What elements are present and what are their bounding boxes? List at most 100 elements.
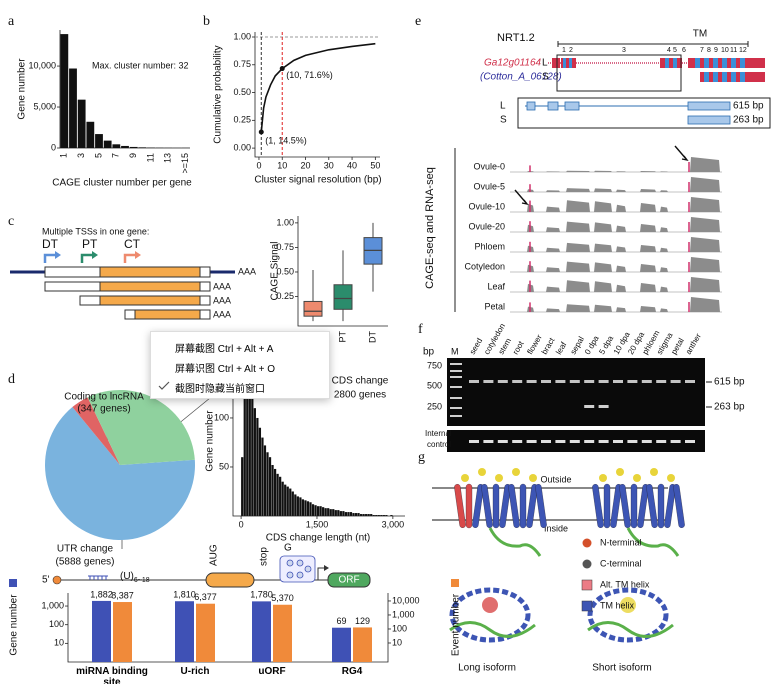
lane-label: root <box>511 339 526 356</box>
bar <box>301 499 305 516</box>
panel-label: f <box>418 322 423 337</box>
helix <box>472 484 484 528</box>
bar <box>334 510 337 516</box>
exon-number: 8 <box>707 47 711 54</box>
bar <box>175 601 194 662</box>
exon-number: 7 <box>700 47 704 54</box>
bar <box>306 501 310 516</box>
bar <box>299 497 302 516</box>
isoform-label: S <box>500 115 507 126</box>
exon-number: 9 <box>714 47 718 54</box>
bar <box>362 514 365 516</box>
axis-line <box>67 593 389 663</box>
track-label: Ovule-5 <box>473 181 505 191</box>
loop <box>495 474 503 482</box>
helix <box>657 483 665 529</box>
y-tick-label: 0.00 <box>233 142 251 152</box>
helix <box>454 484 466 528</box>
value-label: 1,810 <box>173 590 196 600</box>
control-label: Internal <box>425 429 452 438</box>
menu-item[interactable]: 屏幕识图 Ctrl + Alt + O <box>175 364 276 375</box>
bar <box>291 491 294 516</box>
loop <box>461 474 469 482</box>
bar <box>243 388 246 516</box>
top-view <box>587 587 669 643</box>
coverage <box>510 177 722 192</box>
five-prime: 5' <box>42 575 50 586</box>
bar <box>241 457 244 516</box>
band <box>584 405 595 408</box>
x-tick-label: 50 <box>370 160 380 170</box>
y-axis-title: Gene number <box>17 58 28 120</box>
helix <box>499 484 511 528</box>
x-tick-label: RG4 <box>341 666 363 677</box>
top-view-loop <box>587 621 674 638</box>
y-tick-label: 10 <box>54 638 64 648</box>
legend-label: Alt. TM helix <box>600 579 650 589</box>
gene-id: Ga12g01164 <box>484 58 542 69</box>
track-label: Ovule-10 <box>468 201 505 211</box>
loop <box>512 468 520 476</box>
bar <box>296 496 299 516</box>
helix <box>492 483 500 529</box>
legend-marker <box>581 579 593 591</box>
band <box>555 440 566 443</box>
bar <box>258 427 262 516</box>
u-rich: (U)6~18 <box>120 571 150 584</box>
bar <box>342 511 345 516</box>
bar <box>253 408 256 516</box>
y-tick-label: 0.50 <box>276 266 294 276</box>
bar <box>256 417 259 516</box>
bar <box>314 505 317 516</box>
point <box>258 129 264 135</box>
band <box>483 440 494 443</box>
gene-structure: NRT1.2 TM Ga12g01164 (Cotton_A_06128) L … <box>424 29 771 313</box>
slice-value: (347 genes) <box>77 404 130 415</box>
bar <box>281 481 284 516</box>
pie-slice <box>45 407 196 540</box>
loop <box>667 474 675 482</box>
bar <box>112 144 121 148</box>
helix <box>465 483 473 529</box>
menu-item[interactable]: 屏幕截图 Ctrl + Alt + A <box>175 344 274 355</box>
point-label: (1, 14.5%) <box>265 135 307 145</box>
slice-value: (5888 genes) <box>56 557 115 568</box>
panel-label: c <box>8 214 14 229</box>
band <box>685 380 695 383</box>
inside-label: Inside <box>544 523 568 533</box>
line <box>260 42 376 133</box>
menu-item[interactable]: 截图时隐藏当前窗口 <box>175 384 265 395</box>
loop <box>478 468 486 476</box>
coverage <box>510 277 722 292</box>
legend-label: N-terminal <box>600 537 642 547</box>
y-tick-label: 0.75 <box>276 242 294 252</box>
x-tick-label: 11 <box>145 153 155 162</box>
polya: AAA <box>213 295 231 305</box>
helix <box>664 484 676 528</box>
helix <box>508 484 520 528</box>
bar <box>327 508 330 516</box>
coverage <box>510 237 722 252</box>
bar <box>246 368 249 516</box>
bar <box>390 515 393 516</box>
band <box>541 380 551 383</box>
bar <box>86 121 95 148</box>
exon-number: 11 <box>730 47 737 54</box>
bar <box>332 627 351 662</box>
bar <box>294 494 297 516</box>
polya: AAA <box>238 266 256 276</box>
band <box>569 440 580 443</box>
track-label: Cotyledon <box>464 261 505 271</box>
x-tick-label: 3 <box>76 153 86 158</box>
band <box>670 440 681 443</box>
tm-label: TM <box>693 29 707 40</box>
x-tick-label: 3,000 <box>382 519 405 529</box>
bp-label: bp <box>423 347 435 358</box>
outside-label: Outside <box>540 474 571 484</box>
slice-value: 2800 genes <box>334 390 386 401</box>
band <box>656 380 667 383</box>
y-tick-label: 1,000 <box>41 600 64 610</box>
bar <box>121 145 129 148</box>
x-tick-label: 0 <box>239 519 244 529</box>
